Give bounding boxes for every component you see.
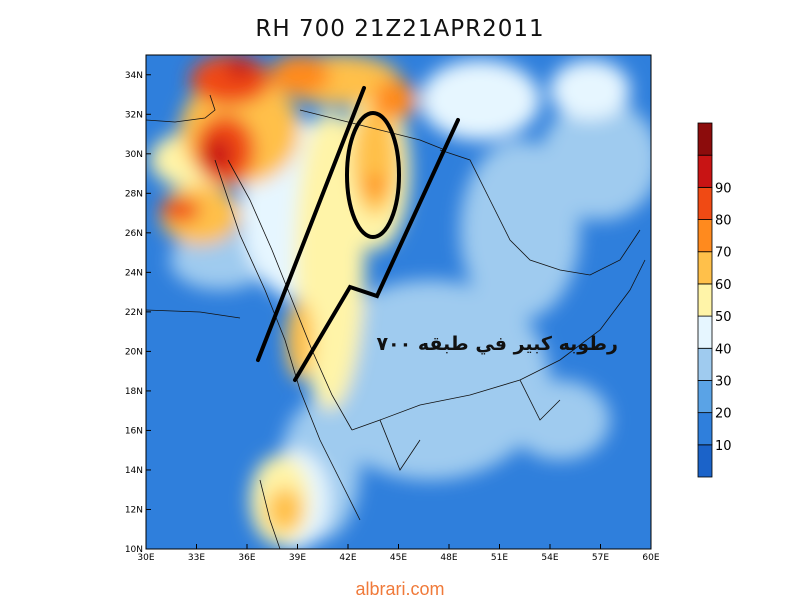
colorbar-label: 80 (715, 214, 732, 229)
x-tick-label: 54E (541, 553, 558, 563)
y-tick-label: 30N (125, 150, 143, 160)
chart-title: RH 700 21Z21APR2011 (255, 16, 545, 42)
y-tick-label: 12N (125, 505, 143, 515)
annotation-line-west (256, 86, 366, 362)
y-tick-label: 22N (125, 308, 143, 318)
x-tick-label: 42E (339, 553, 356, 563)
colorbar: 10 20 30 40 50 60 70 80 90 (697, 122, 732, 478)
y-tick-label: 16N (125, 426, 143, 436)
colorbar-label: 30 (715, 374, 732, 389)
x-tick-label: 57E (592, 553, 609, 563)
x-tick-label: 30E (137, 553, 154, 563)
arabic-annotation: رطوبه كبير في طبقه ٧٠٠ (376, 333, 618, 355)
colorbar-label: 20 (715, 407, 732, 422)
x-tick-label: 60E (642, 553, 659, 563)
colorbar-label: 10 (715, 439, 732, 454)
y-tick-label: 28N (125, 189, 143, 199)
colorbar-swatch (697, 315, 713, 349)
colorbar-swatch (697, 186, 713, 220)
colorbar-swatch (697, 122, 713, 156)
x-tick-labels: 30E 33E 36E 39E 42E 45E 48E 51E 54E 57E 60E (137, 544, 660, 563)
annotation-line-east (293, 118, 460, 382)
colorbar-swatch (697, 283, 713, 317)
colorbar-swatch (697, 380, 713, 414)
y-tick-label: 18N (125, 387, 143, 397)
colorbar-swatch (697, 412, 713, 446)
y-tick-labels: 10N 12N 14N 16N 18N 20N 22N 24N 26N 28N 30N 32N 34N (125, 71, 151, 555)
x-tick-label: 45E (390, 553, 407, 563)
y-tick-label: 32N (125, 110, 143, 120)
footer-watermark: albrari.com (355, 579, 445, 599)
coastlines (146, 94, 646, 549)
x-tick-label: 39E (289, 553, 306, 563)
colorbar-swatch (697, 251, 713, 285)
y-tick-label: 24N (125, 268, 143, 278)
colorbar-swatch (697, 347, 713, 381)
y-tick-label: 14N (125, 466, 143, 476)
colorbar-swatch (697, 444, 713, 478)
y-tick-label: 10N (125, 545, 143, 555)
y-tick-label: 20N (125, 347, 143, 357)
hand-drawn-annotation (256, 86, 460, 382)
x-tick-label: 33E (188, 553, 205, 563)
colorbar-label: 90 (715, 181, 732, 196)
colorbar-label: 50 (715, 310, 732, 325)
colorbar-label: 40 (715, 342, 732, 357)
y-tick-label: 34N (125, 71, 143, 81)
x-tick-label: 48E (440, 553, 457, 563)
colorbar-label: 60 (715, 278, 732, 293)
rh-field (146, 55, 651, 549)
colorbar-swatch (697, 219, 713, 253)
annotation-ellipse (345, 111, 401, 239)
colorbar-label: 70 (715, 246, 732, 261)
x-tick-label: 36E (238, 553, 255, 563)
colorbar-swatch (697, 154, 713, 188)
y-tick-label: 26N (125, 229, 143, 239)
x-tick-label: 51E (491, 553, 508, 563)
